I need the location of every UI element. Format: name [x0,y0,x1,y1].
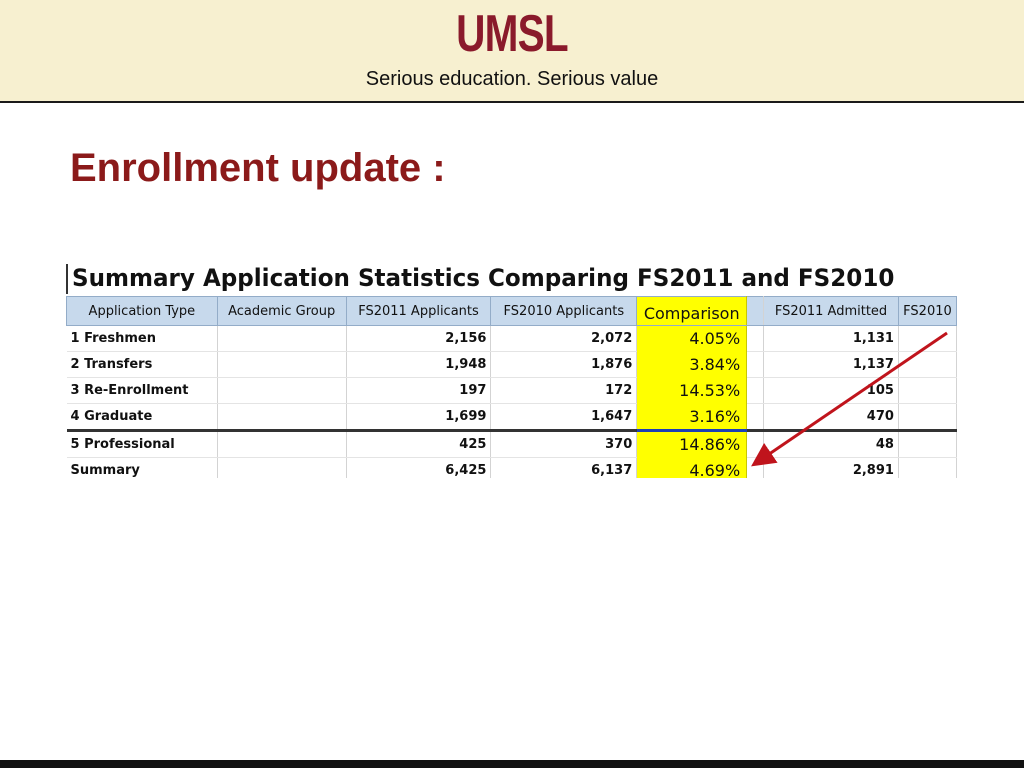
table-row: 1 Freshmen 2,156 2,072 4.05% 1,131 [66,325,957,352]
cell-fs2011-applicants: 1,948 [346,351,492,378]
cell-fs2010-admitted [898,351,957,378]
cell-application-type: 2 Transfers [66,351,218,378]
table-row: 4 Graduate 1,699 1,647 3.16% 470 [66,403,957,431]
table-header-row: Application Type Academic Group FS2011 A… [66,296,957,326]
report-title: Summary Application Statistics Comparing… [72,264,895,292]
report-left-rule [66,264,68,294]
cell-fs2011-applicants: 2,156 [346,325,492,352]
cell-spacer [746,403,765,431]
slide-title: Enrollment update : [70,146,446,190]
cell-comparison: 4.69% [636,457,748,478]
cell-comparison: 3.84% [636,351,748,378]
header-band: UMSL Serious education. Serious value [0,0,1024,103]
cell-fs2011-admitted: 470 [763,403,899,431]
cell-academic-group [217,377,347,404]
column-header-application-type: Application Type [66,296,218,326]
cell-comparison: 3.16% [636,403,748,431]
cell-fs2010-applicants: 1,876 [490,351,638,378]
table-row-summary: Summary 6,425 6,137 4.69% 2,891 [66,457,957,478]
cell-fs2010-admitted [898,325,957,352]
tagline: Serious education. Serious value [365,68,659,90]
column-header-academic-group: Academic Group [216,296,347,326]
cell-fs2010-admitted [898,429,957,458]
cell-fs2010-applicants: 6,137 [490,457,638,478]
column-header-fs2011-admitted: FS2011 Admitted [763,296,899,326]
cell-application-type: 1 Freshmen [66,325,218,352]
cell-fs2011-admitted: 2,891 [763,457,899,478]
cell-academic-group [217,325,347,352]
cell-fs2011-applicants: 1,699 [346,403,492,431]
cell-academic-group [217,429,347,458]
statistics-table: Application Type Academic Group FS2011 A… [66,296,957,478]
cell-application-type: Summary [66,457,218,478]
cell-comparison: 14.86% [636,429,748,458]
column-header-fs2011-applicants: FS2011 Applicants [345,296,492,326]
cell-spacer [746,377,765,404]
cell-fs2010-applicants: 370 [490,429,638,458]
cell-academic-group [217,457,347,478]
cell-comparison: 14.53% [636,377,748,404]
cell-fs2011-admitted: 1,137 [763,351,899,378]
column-header-comparison: Comparison [636,296,748,326]
footer-bar [0,760,1024,768]
report-screenshot: Summary Application Statistics Comparing… [66,262,957,478]
cell-fs2011-applicants: 6,425 [346,457,492,478]
table-row: 2 Transfers 1,948 1,876 3.84% 1,137 [66,351,957,378]
cell-fs2010-admitted [898,457,957,478]
cell-spacer [746,325,765,352]
cell-application-type: 3 Re-Enrollment [66,377,218,404]
cell-academic-group [217,351,347,378]
cell-fs2011-admitted: 105 [763,377,899,404]
cell-fs2011-applicants: 425 [346,429,492,458]
cell-fs2010-admitted [898,377,957,404]
cell-fs2010-applicants: 1,647 [490,403,638,431]
cell-spacer [746,351,765,378]
table-row: 5 Professional 425 370 14.86% 48 [66,429,957,458]
cell-fs2011-admitted: 1,131 [763,325,899,352]
cell-fs2010-applicants: 2,072 [490,325,638,352]
cell-fs2010-admitted [898,403,957,431]
cell-application-type: 4 Graduate [66,403,218,431]
cell-academic-group [217,403,347,431]
cell-spacer [746,457,765,478]
cell-spacer [746,429,765,458]
table-row: 3 Re-Enrollment 197 172 14.53% 105 [66,377,957,404]
cell-fs2011-applicants: 197 [346,377,492,404]
cell-application-type: 5 Professional [66,429,218,458]
column-header-spacer [746,296,765,326]
column-header-fs2010-applicants: FS2010 Applicants [490,296,638,326]
cell-fs2011-admitted: 48 [763,429,899,458]
column-header-fs2010-admitted: FS2010 [897,296,957,326]
cell-comparison: 4.05% [636,325,748,352]
cell-fs2010-applicants: 172 [490,377,638,404]
umsl-logo: UMSL [456,5,569,63]
